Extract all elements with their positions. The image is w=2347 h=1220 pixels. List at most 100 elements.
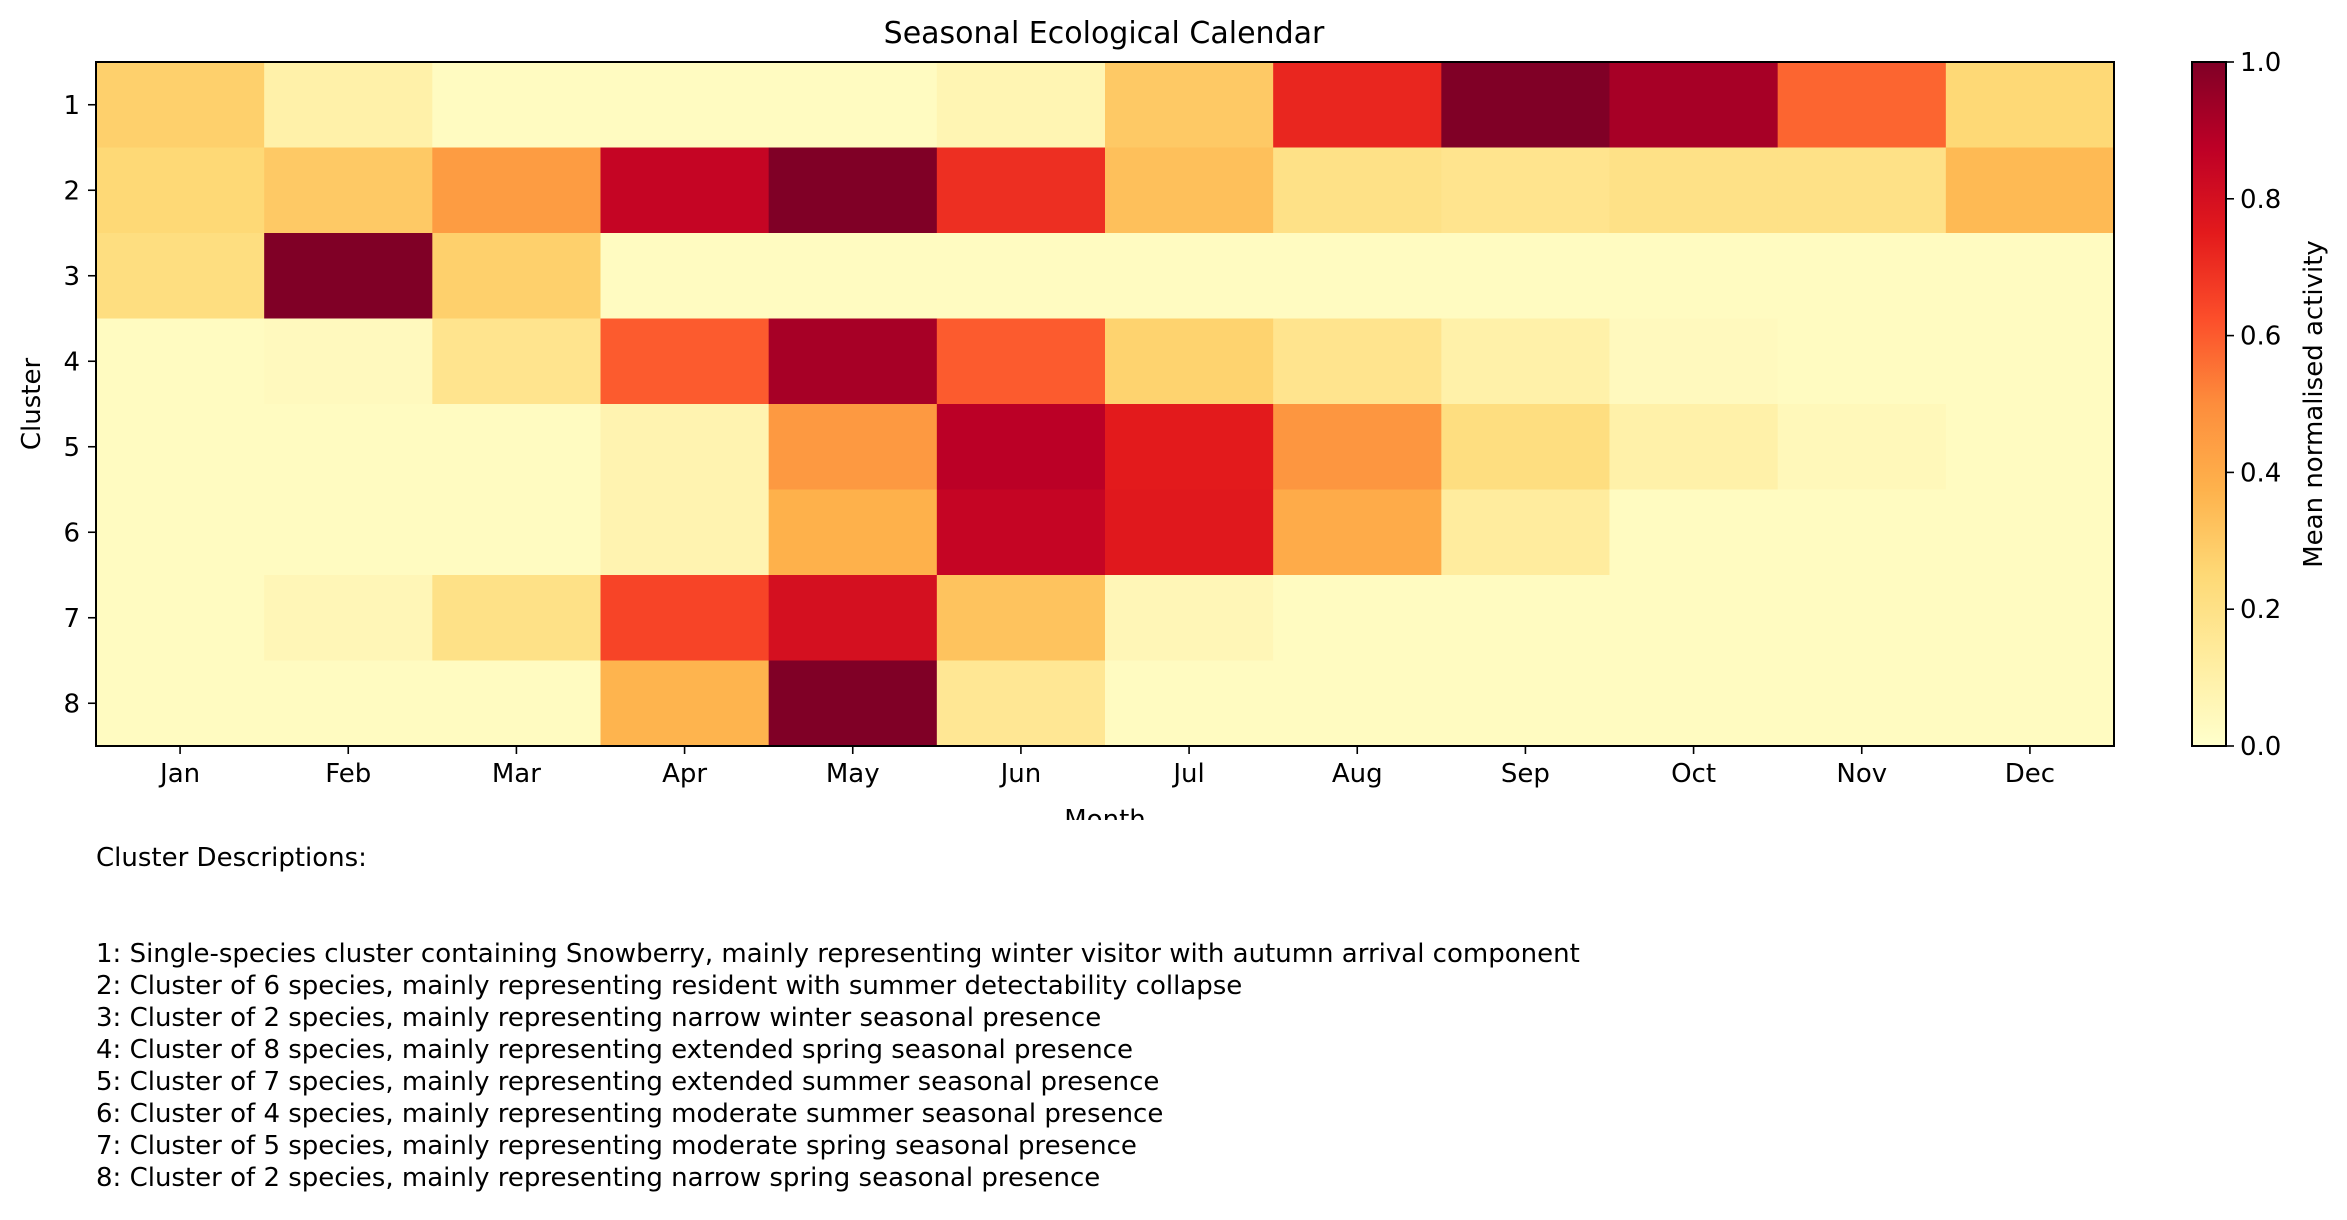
description-item: 3: Cluster of 2 species, mainly represen…	[96, 1003, 1102, 1033]
heatmap-cell	[1777, 233, 1947, 320]
x-tick-label: Dec	[2005, 759, 2055, 789]
heatmap-cell	[1777, 147, 1947, 234]
x-axis-ticks: Jan Feb Mar Apr May Jun Jul Aug Sep Oct Nov Dec	[158, 746, 2055, 789]
heatmap-cell	[1777, 489, 1947, 576]
heatmap-cell	[264, 660, 433, 747]
colorbar-tick-label: 0.2	[2240, 595, 2281, 625]
heatmap-cell	[1273, 575, 1442, 662]
heatmap-cell	[936, 147, 1106, 234]
heatmap-cell	[600, 575, 770, 662]
heatmap-cell	[1609, 318, 1779, 405]
heatmap-cell	[768, 62, 938, 149]
description-item: 1: Single-species cluster containing Sno…	[96, 939, 1580, 969]
heatmap-cell	[936, 660, 1106, 747]
x-tick-label: Aug	[1332, 759, 1383, 789]
heatmap-cell	[1273, 147, 1442, 234]
heatmap-cell	[1945, 575, 2115, 662]
heatmap-cell	[432, 147, 602, 234]
y-tick-label: 2	[63, 176, 80, 206]
heatmap-cell	[1105, 318, 1274, 405]
heatmap-cell	[600, 318, 770, 405]
y-tick-label: 8	[63, 689, 80, 719]
heatmap-cell	[1609, 62, 1779, 149]
colorbar	[2191, 61, 2227, 747]
heatmap-cell	[432, 233, 602, 320]
heatmap-cell	[1777, 404, 1947, 491]
description-item: 6: Cluster of 4 species, mainly represen…	[96, 1099, 1164, 1129]
x-tick-label: Nov	[1836, 759, 1887, 789]
y-tick-label: 1	[63, 91, 80, 121]
y-tick-label: 7	[63, 604, 80, 634]
heatmap-cell	[1441, 404, 1611, 491]
heatmap-cell	[768, 489, 938, 576]
heatmap-chart: Seasonal Ecological Calendar Jan Feb Mar Ap…	[17, 16, 2329, 835]
plot-frame	[95, 61, 2115, 747]
colorbar-ticks: 0.0 0.2 0.4 0.6 0.8 1.0	[2226, 48, 2281, 762]
heatmap-cell	[432, 489, 602, 576]
heatmap-cell	[1777, 575, 1947, 662]
x-tick-label: Feb	[325, 759, 371, 789]
heatmap-cell	[264, 489, 433, 576]
y-axis-ticks: 1 2 3 4 5 6 7 8	[63, 91, 96, 719]
heatmap-cell	[1777, 660, 1947, 747]
heatmap-cell	[1105, 660, 1274, 747]
y-axis-label: Cluster	[17, 358, 47, 451]
colorbar-tick-label: 1.0	[2240, 48, 2281, 78]
heatmap-cell	[600, 62, 770, 149]
colorbar-tick-label: 0.6	[2240, 322, 2281, 352]
heatmap-cell	[96, 233, 265, 320]
description-item: 7: Cluster of 5 species, mainly represen…	[96, 1131, 1137, 1161]
heatmap-cell	[1441, 660, 1611, 747]
heatmap-cell	[1945, 318, 2115, 405]
heatmap-cell	[96, 660, 265, 747]
heatmap-cell	[936, 404, 1106, 491]
x-tick-label: May	[826, 759, 880, 789]
heatmap-cell	[1441, 62, 1611, 149]
heatmap-cell	[1441, 575, 1611, 662]
chart-title: Seasonal Ecological Calendar	[884, 16, 1325, 51]
heatmap-cell	[96, 318, 265, 405]
x-tick-label: Oct	[1671, 759, 1716, 789]
heatmap-cell	[1441, 489, 1611, 576]
heatmap-cell	[96, 575, 265, 662]
heatmap-cell	[600, 404, 770, 491]
descriptions-heading: Cluster Descriptions:	[96, 843, 367, 873]
heatmap-cell	[936, 62, 1106, 149]
heatmap-cell	[1273, 660, 1442, 747]
heatmap-cell	[936, 489, 1106, 576]
x-tick-label: Mar	[492, 759, 541, 789]
x-tick-label: Apr	[662, 759, 707, 789]
heatmap-cell	[1105, 62, 1274, 149]
y-tick-label: 3	[63, 262, 80, 292]
heatmap-cell	[1441, 147, 1611, 234]
y-tick-label: 6	[63, 518, 80, 548]
heatmap-cell	[1777, 62, 1947, 149]
description-item: 5: Cluster of 7 species, mainly represen…	[96, 1067, 1160, 1097]
heatmap-cell	[264, 318, 433, 405]
heatmap-cell	[600, 147, 770, 234]
heatmap-cell	[432, 318, 602, 405]
heatmap-cell	[1609, 147, 1779, 234]
heatmap-cell	[1105, 147, 1274, 234]
heatmap-cells	[96, 62, 2115, 747]
x-tick-label: Jul	[1171, 759, 1204, 789]
heatmap-cell	[96, 147, 265, 234]
heatmap-cell	[96, 62, 265, 149]
heatmap-cell	[264, 147, 433, 234]
heatmap-cell	[768, 318, 938, 405]
heatmap-cell	[600, 489, 770, 576]
heatmap-cell	[1945, 233, 2115, 320]
heatmap-cell	[1105, 404, 1274, 491]
description-item: 4: Cluster of 8 species, mainly represen…	[96, 1035, 1133, 1065]
descriptions-list: 1: Single-species cluster containing Sno…	[96, 938, 2246, 1194]
heatmap-cell	[264, 575, 433, 662]
heatmap-cell	[1273, 62, 1442, 149]
heatmap-cell	[432, 660, 602, 747]
colorbar-tick-label: 0.8	[2240, 185, 2281, 215]
heatmap-cell	[1441, 233, 1611, 320]
heatmap-cell	[432, 62, 602, 149]
description-item: 8: Cluster of 2 species, mainly represen…	[96, 1163, 1101, 1193]
description-item: 2: Cluster of 6 species, mainly represen…	[96, 971, 1243, 1001]
heatmap-cell	[1273, 489, 1442, 576]
heatmap-cell	[432, 404, 602, 491]
